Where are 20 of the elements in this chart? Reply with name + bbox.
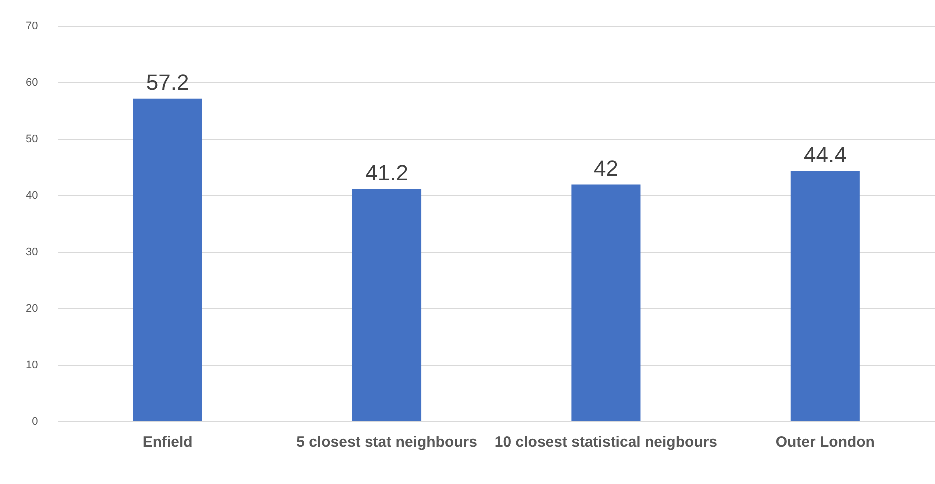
y-tick-label: 70 bbox=[26, 20, 38, 33]
x-tick-label: 5 closest stat neighbours bbox=[296, 434, 478, 452]
y-tick-label: 10 bbox=[26, 360, 38, 372]
y-tick-label: 20 bbox=[26, 303, 38, 316]
bar bbox=[133, 98, 202, 422]
x-tick-label: Enfield bbox=[142, 434, 193, 452]
y-tick-label: 60 bbox=[26, 77, 38, 90]
y-tick-label: 40 bbox=[26, 190, 38, 202]
bar bbox=[572, 184, 641, 422]
data-label: 41.2 bbox=[366, 160, 408, 186]
bar bbox=[790, 171, 860, 422]
bar bbox=[352, 189, 422, 422]
data-label: 44.4 bbox=[804, 142, 847, 168]
x-tick-label: Outer London bbox=[776, 434, 875, 452]
y-tick-label: 30 bbox=[26, 246, 38, 259]
data-label: 42 bbox=[594, 156, 618, 181]
data-label: 57.2 bbox=[146, 70, 190, 95]
y-tick-label: 50 bbox=[26, 134, 38, 146]
x-tick-label: 10 closest statistical neigbours bbox=[494, 434, 718, 452]
y-tick-label: 0 bbox=[32, 416, 38, 428]
